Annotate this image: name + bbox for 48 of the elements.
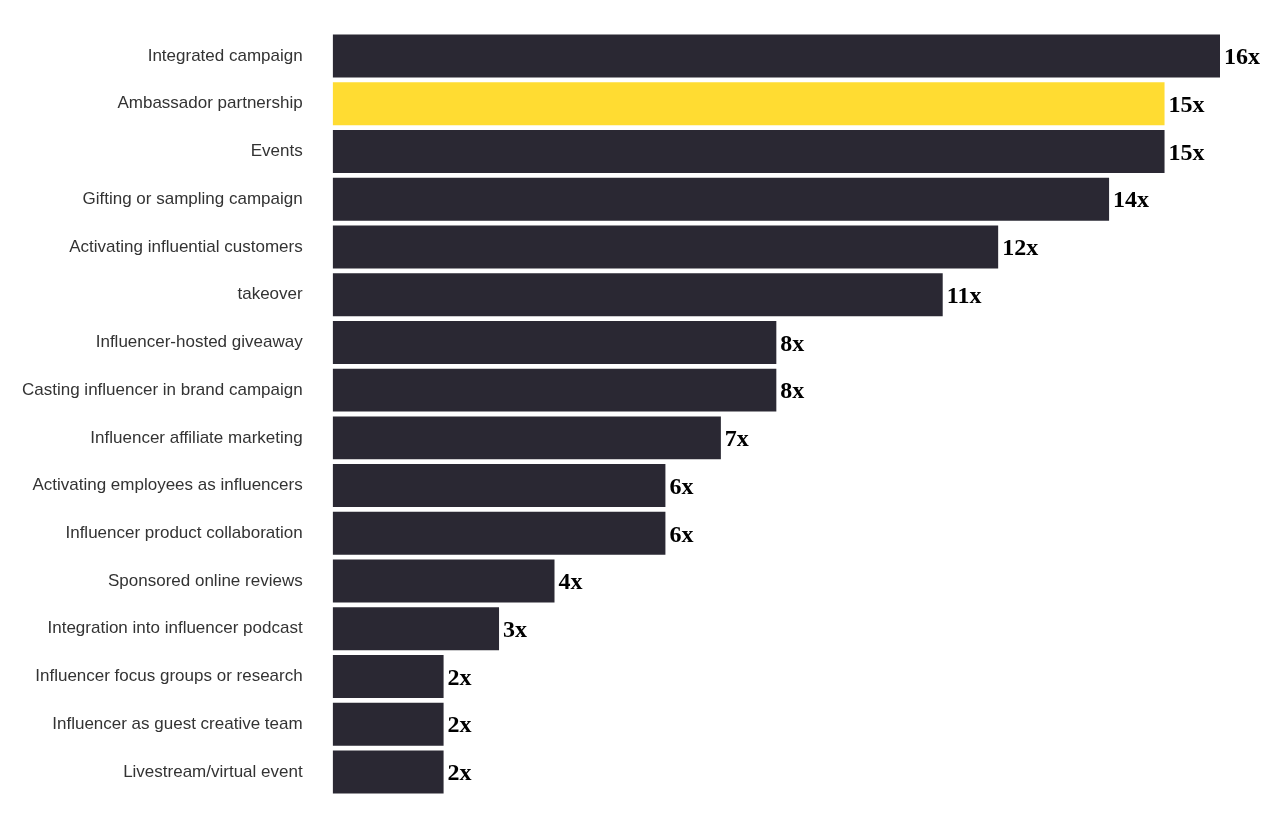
data-label: 2x: [447, 663, 472, 690]
bar: [332, 82, 1165, 126]
bar: [332, 655, 444, 698]
bar: [332, 225, 999, 269]
y-tick-label: Influencer affiliate marketing: [90, 427, 303, 447]
bar: [332, 702, 444, 746]
y-tick-label: Integrated campaign: [147, 45, 303, 65]
bar: [332, 273, 943, 317]
data-label: 8x: [780, 329, 805, 356]
bar: [332, 368, 777, 412]
y-tick-label: Sponsored online reviews: [107, 570, 303, 590]
y-tick-label: Livestream/virtual event: [123, 761, 303, 781]
data-label: 4x: [558, 568, 583, 595]
data-label: 15x: [1168, 90, 1205, 117]
y-tick-label: Integration into influencer podcast: [47, 618, 303, 638]
data-label: 8x: [780, 377, 805, 404]
y-tick-label: Gifting or sampling campaign: [82, 188, 303, 208]
y-tick-label: Activating influential customers: [69, 236, 303, 256]
bar: [332, 416, 721, 460]
data-label: 15x: [1168, 138, 1205, 165]
y-tick-label: Influencer product collaboration: [65, 523, 303, 542]
data-label: 7x: [724, 425, 749, 452]
bar: [332, 34, 1220, 78]
data-label: 3x: [503, 615, 528, 642]
y-tick-label: Influencer-hosted giveaway: [95, 332, 304, 352]
y-tick-label: Ambassador partnership: [117, 93, 303, 113]
bar: [332, 750, 444, 794]
data-label: 12x: [1002, 234, 1039, 261]
data-label: 16x: [1224, 43, 1260, 70]
y-tick-label: Casting influencer in brand campaign: [21, 379, 303, 399]
bar: [332, 130, 1165, 173]
data-label: 2x: [447, 759, 472, 786]
y-tick-label: Influencer focus groups or research: [35, 666, 303, 686]
bar: [332, 177, 1110, 221]
data-label: 2x: [447, 711, 472, 738]
bar: [332, 559, 555, 603]
y-tick-label: takeover: [237, 284, 303, 304]
data-label: 6x: [669, 520, 694, 547]
y-tick-label: Events: [250, 141, 303, 161]
data-label: 11x: [946, 281, 982, 308]
bar: [332, 511, 666, 555]
bar: [332, 320, 777, 364]
y-tick-label: Activating employees as influencers: [32, 475, 303, 495]
data-label: 6x: [669, 472, 694, 499]
bar: [332, 464, 666, 508]
y-tick-label: Influencer as guest creative team: [52, 713, 303, 733]
bar: [332, 607, 500, 651]
data-label: 14x: [1113, 186, 1150, 213]
